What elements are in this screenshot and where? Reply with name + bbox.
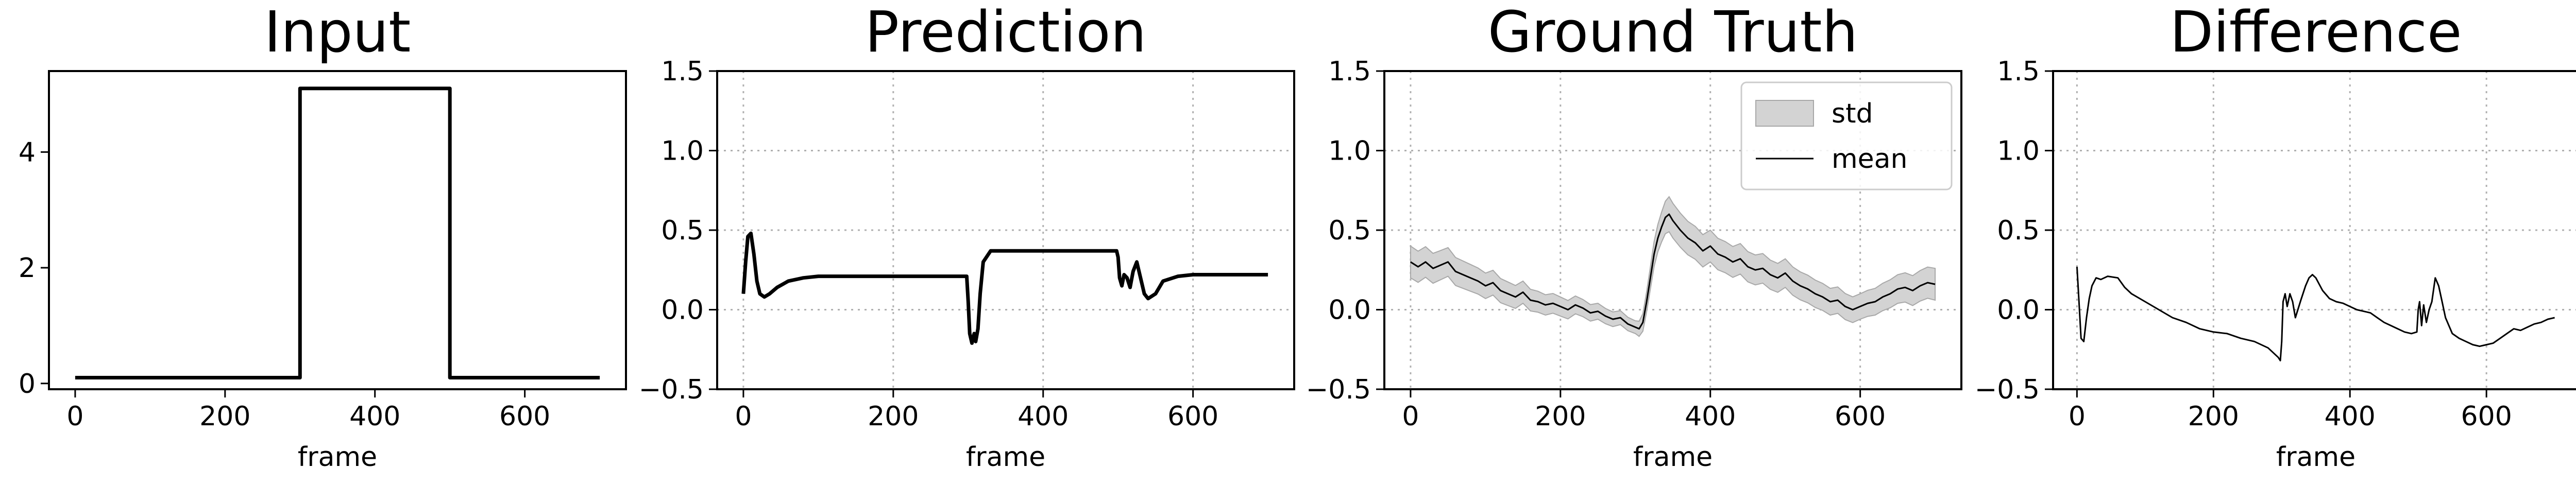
x-tick-label: 200 (868, 401, 919, 432)
axes-frame (48, 70, 627, 390)
y-tick-label: 1.5 (1328, 56, 1371, 87)
y-tick-label: 2 (19, 253, 36, 284)
x-tick-label: 200 (199, 401, 250, 432)
y-tick-label: 0.0 (661, 295, 704, 326)
x-tick-label: 600 (1835, 401, 1886, 432)
panel-prediction: 0 200 400 600 −0.5 0.0 0.5 1.0 1.5 Prediction fram… (639, 0, 1295, 473)
panel-title: Difference (2170, 0, 2462, 65)
x-tick-label: 0 (2069, 401, 2086, 432)
y-tick-label: 0.5 (1328, 215, 1371, 246)
y-tick-label: −0.5 (1975, 374, 2040, 405)
x-tick-label: 0 (735, 401, 752, 432)
legend-std-label: std (1832, 98, 1873, 129)
y-tick-label: 0.5 (661, 215, 704, 246)
y-tick-label: 0.5 (1997, 215, 2040, 246)
x-tick-label: 400 (1685, 401, 1736, 432)
x-tick-label: 200 (2188, 401, 2239, 432)
x-tick-label: 400 (349, 401, 400, 432)
y-tick-label: 0 (19, 369, 36, 400)
x-axis-label: frame (966, 442, 1045, 473)
x-tick-label: 600 (499, 401, 550, 432)
y-tick-label: 1.0 (1328, 136, 1371, 167)
x-axis-label: frame (1633, 442, 1713, 473)
x-tick-label: 400 (2325, 401, 2376, 432)
x-tick-label: 0 (66, 401, 83, 432)
panel-ground-truth: 0 200 400 600 −0.5 0.0 0.5 1.0 1.5 Ground Truth fr… (1306, 0, 1962, 473)
mean-line (1410, 213, 1936, 330)
y-tick-label: 0.0 (1997, 295, 2040, 326)
y-tick-label: 1.5 (661, 56, 704, 87)
x-axis-label: frame (298, 442, 377, 473)
x-tick-label: 400 (1018, 401, 1069, 432)
panel-title: Ground Truth (1488, 0, 1858, 65)
x-tick-label: 600 (1167, 401, 1218, 432)
y-tick-label: 1.0 (1997, 136, 2040, 167)
series-line (741, 231, 1268, 345)
panel-difference: 0 200 400 600 −0.5 0.0 0.5 1.0 1.5 Difference fram… (1975, 0, 2576, 473)
panel-title: Input (264, 0, 411, 65)
x-tick-label: 0 (1402, 401, 1419, 432)
y-tick-label: −0.5 (1306, 374, 1371, 405)
x-tick-label: 600 (2461, 401, 2512, 432)
y-tick-label: −0.5 (639, 374, 704, 405)
x-tick-label: 200 (1535, 401, 1586, 432)
series-line (2076, 267, 2555, 361)
y-tick-label: 1.5 (1997, 56, 2040, 87)
y-tick-label: 1.0 (661, 136, 704, 167)
series-line (75, 86, 600, 379)
x-axis-label: frame (2276, 442, 2355, 473)
panel-title: Prediction (865, 0, 1146, 65)
y-tick-label: 0.0 (1328, 295, 1371, 326)
y-tick-label: 4 (19, 137, 36, 168)
legend-std-swatch (1755, 100, 1814, 127)
std-band (1410, 196, 1936, 337)
panel-input: 0 200 400 600 0 2 4 Input frame (19, 0, 627, 473)
legend-mean-label: mean (1832, 144, 1907, 175)
